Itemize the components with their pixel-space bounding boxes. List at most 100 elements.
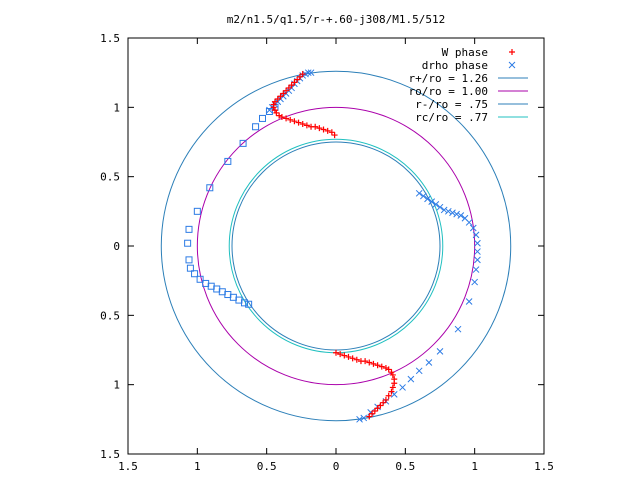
w-phase-point [294,76,301,83]
drho-phase-point [474,248,481,255]
drho-phase-point [457,212,465,219]
w-phase-point [380,399,387,406]
w-phase-point [331,132,338,139]
point-layer [184,69,481,423]
w-phase-point [287,116,294,123]
drho-phase-point [424,195,431,203]
legend-label: r-/ro = .75 [415,98,488,111]
square-point [240,299,248,307]
w-phase-point [274,96,281,103]
w-phase-point [312,123,319,130]
w-phase-point [385,392,392,399]
w-phase-point [370,360,377,367]
circle-mark [228,138,444,354]
drho-phase-point [367,409,375,416]
x-axis: 1.5 1 0.5 0 0.5 1 1.5 [118,38,554,473]
w-phase-point [385,366,392,373]
w-phase-point [296,73,303,80]
drho-phase-point [420,192,427,200]
square-point [186,264,194,272]
drho-phase-point [360,414,368,422]
square-point [224,157,232,165]
w-phase-point [283,115,290,122]
square-point [265,107,273,115]
w-phase-point [333,349,339,356]
x-tick-label: 0 [333,460,340,473]
x-tick-label: 0.5 [395,460,415,473]
w-phase-point [271,107,278,114]
chart-title: m2/n1.5/q1.5/r-+.60-j308/M1.5/512 [227,13,446,26]
drho-phase-point [356,415,363,423]
drho-phase-point [465,298,473,305]
square-point [252,123,260,131]
w-phase-point [388,388,395,395]
y-tick-label: 1 [113,101,120,114]
y-tick-label: 1.5 [100,32,120,45]
drho-phase-point [266,106,273,114]
square-point [206,184,214,192]
x-tick-label: 1 [194,460,201,473]
w-phase-point [345,353,352,360]
w-phase-point [378,363,385,370]
w-phase-point [362,358,369,365]
drho-phase-point [444,207,452,215]
drho-phase-point [440,206,448,214]
drho-phase-point [428,198,436,205]
square-point [184,239,192,247]
circle-mark [160,70,512,422]
legend-label: rc/ro = .77 [415,111,488,124]
drho-phase-point [399,384,406,391]
w-phase-point [285,84,292,91]
w-phase-point [324,127,331,134]
w-phase-point [270,104,277,111]
w-phase-point [278,114,285,121]
w-phase-point [328,129,335,136]
drho-phase-point [415,367,423,375]
w-phase-point [320,126,327,133]
drho-phase-point [469,224,477,232]
drho-phase-point [432,201,440,208]
drho-phase-point [436,348,444,355]
w-phase-point [291,118,298,125]
drho-phase-point [454,325,462,333]
w-phase-point [382,396,389,403]
w-phase-point [273,109,280,116]
drho-phase-point [472,231,480,239]
drho-phase-point [453,210,460,218]
w-phase-point [366,359,373,366]
drho-phase-point [474,256,481,264]
w-phase-point [371,408,378,415]
legend-label: ro/ro = 1.00 [409,85,488,98]
x-tick-label: 0.5 [257,460,277,473]
square-point [259,114,267,122]
w-phase-point [277,93,284,100]
drho-phase-point [472,266,480,273]
w-phase-point [382,365,389,372]
square-point [196,275,204,283]
legend-swatch [509,49,515,55]
w-phase-point [374,405,381,412]
w-phase-point [366,413,373,420]
drho-phase-point [407,375,415,383]
w-phase-point [295,119,302,126]
w-phase-point [341,352,348,359]
w-phase-point [353,356,360,363]
w-phase-point [377,402,384,409]
w-phase-point [349,355,356,362]
w-phase-point [299,71,306,78]
drho-phase-point [436,203,444,211]
drho-phase-point [471,278,479,286]
w-phase-point [283,87,290,94]
square-point [191,270,199,278]
y-tick-label: 0 [113,240,120,253]
x-tick-label: 1 [471,460,478,473]
x-tick-label: 1.5 [118,460,138,473]
y-tick-label: 0.5 [100,171,120,184]
drho-phase-point [415,189,423,197]
w-phase-point [391,380,398,387]
x-tick-label: 1.5 [534,460,554,473]
w-phase-point [389,384,396,391]
w-phase-point [316,125,323,132]
circle-mark [196,106,476,386]
